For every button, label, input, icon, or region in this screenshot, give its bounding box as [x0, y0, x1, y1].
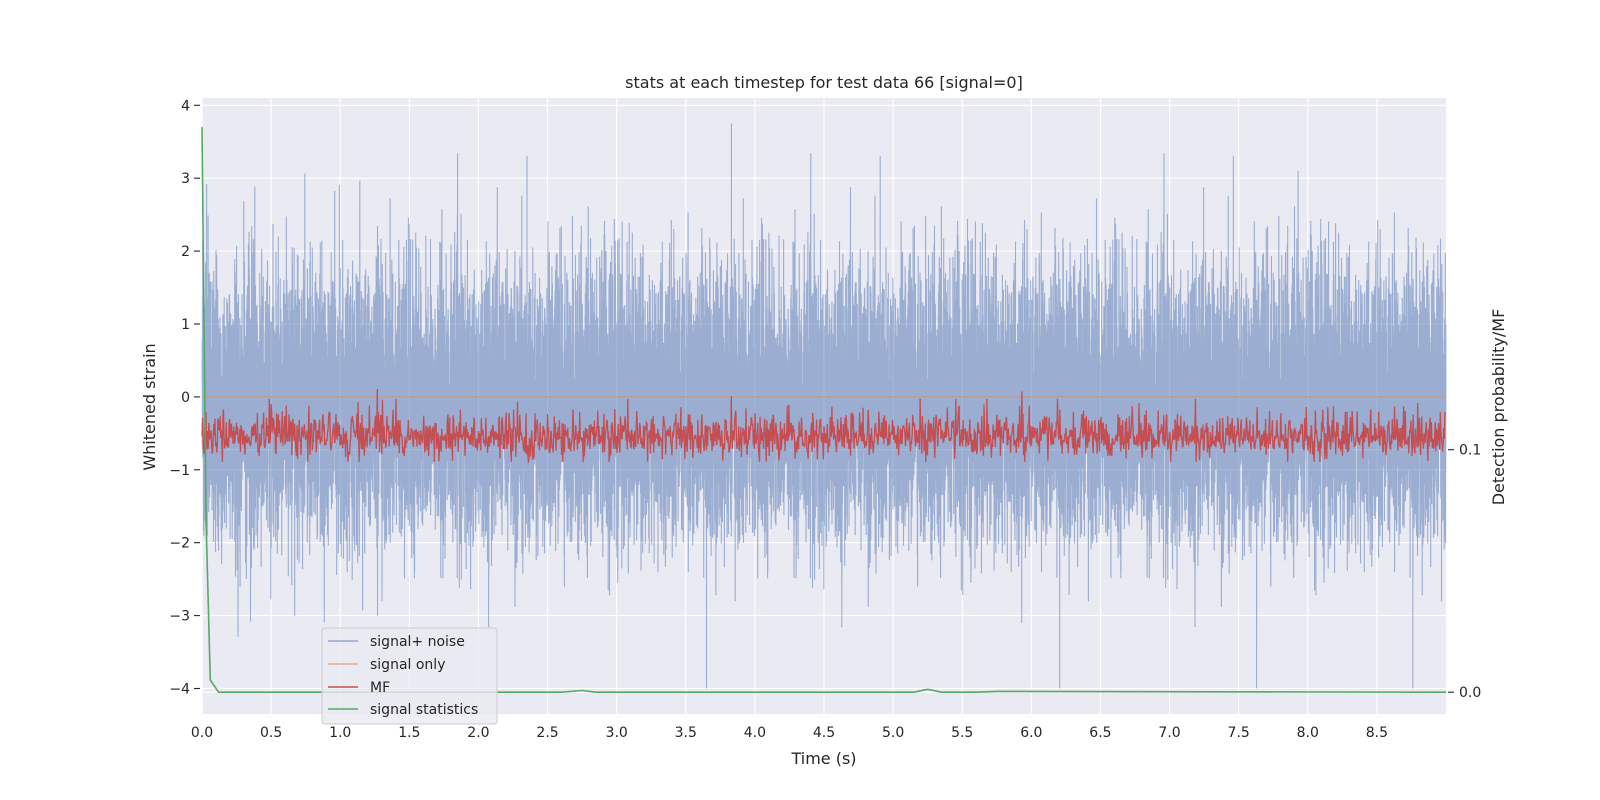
- x-axis-label: Time (s): [790, 749, 856, 768]
- y-tick-label: 4: [181, 98, 190, 114]
- x-tick-label: 5.5: [951, 725, 973, 741]
- x-tick-label: 2.5: [536, 725, 558, 741]
- legend-label-signal-only: signal only: [370, 657, 445, 673]
- x-tick-label: 1.0: [329, 725, 351, 741]
- x-tick-label: 6.5: [1089, 725, 1111, 741]
- ticks-layer: 0.0 0.5 1.0 1.5 2.0 2.5 3.0 3.5 4.0 4.5 5.0 5.5 6.0 6…: [169, 98, 1481, 741]
- x-tick-label: 6.0: [1020, 725, 1042, 741]
- y-axis-label: Whitened strain: [140, 343, 159, 470]
- chart-title: stats at each timestep for test data 66 …: [625, 73, 1023, 92]
- x-tick-label: 0.0: [191, 725, 213, 741]
- series-layer: [201, 123, 1447, 693]
- y-right-tick-label: 0.0: [1459, 685, 1481, 701]
- y-tick-label: −3: [169, 609, 190, 625]
- x-tick-label: 3.5: [675, 725, 697, 741]
- x-tick-label: 2.0: [467, 725, 489, 741]
- y-tick-label: −1: [169, 463, 190, 479]
- y-tick-label: 2: [181, 244, 190, 260]
- x-tick-label: 4.5: [813, 725, 835, 741]
- y-tick-label: 3: [181, 171, 190, 187]
- x-tick-label: 7.5: [1228, 725, 1250, 741]
- x-tick-label: 7.0: [1158, 725, 1180, 741]
- y-right-tick-label: 0.1: [1459, 443, 1481, 459]
- y-tick-label: 1: [181, 317, 190, 333]
- x-tick-label: 5.0: [882, 725, 904, 741]
- series-signal-noise-line: [201, 123, 1447, 689]
- y-tick-label: −2: [169, 536, 190, 552]
- x-tick-label: 1.5: [398, 725, 420, 741]
- y-axis-right-label: Detection probability/MF: [1489, 309, 1508, 506]
- series-signal-statistics-line: [201, 127, 1447, 693]
- legend-label-signal-statistics: signal statistics: [370, 702, 478, 718]
- x-tick-label: 8.5: [1366, 725, 1388, 741]
- series-mf-line: [201, 388, 1447, 464]
- legend: signal+ noise signal only MF signal stat…: [321, 627, 498, 725]
- legend-label-signal-noise: signal+ noise: [370, 634, 465, 650]
- x-tick-label: 8.0: [1297, 725, 1319, 741]
- legend-label-mf: MF: [370, 680, 390, 696]
- y-tick-label: 0: [181, 390, 190, 406]
- y-tick-label: −4: [169, 681, 190, 697]
- x-tick-label: 4.0: [744, 725, 766, 741]
- legend-box: [321, 627, 498, 725]
- x-tick-label: 0.5: [260, 725, 282, 741]
- x-tick-label: 3.0: [606, 725, 628, 741]
